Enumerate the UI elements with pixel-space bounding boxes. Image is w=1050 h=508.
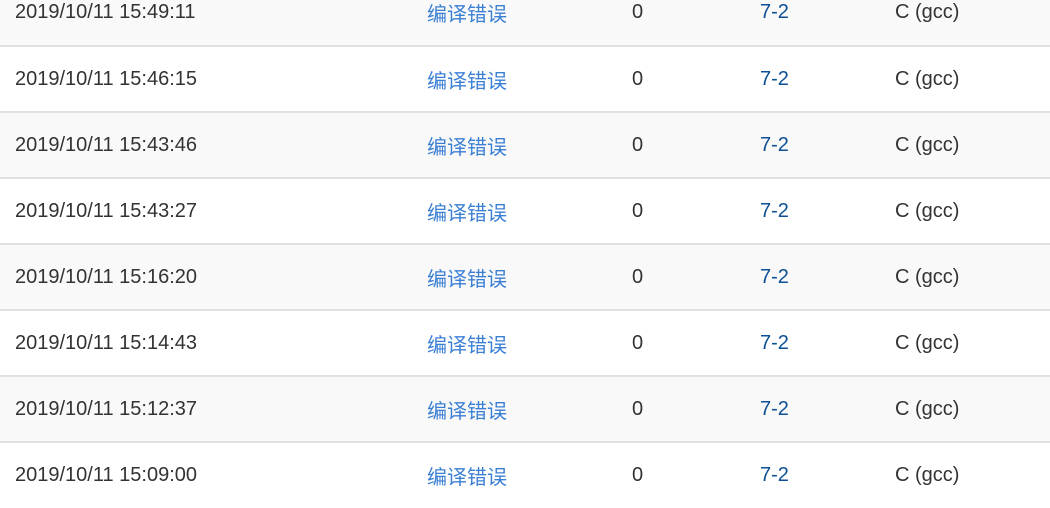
score: 0 [617,45,745,112]
status-link[interactable]: 编译错误 [427,467,507,489]
submit-time: 2019/10/11 15:09:00 [0,441,412,508]
compiler: C (gcc) [880,375,1050,442]
status-link[interactable]: 编译错误 [427,4,507,26]
score: 0 [617,243,745,310]
table-row: 2019/10/11 15:09:00 编译错误 0 7-2 C (gcc) [0,441,1050,508]
submit-time: 2019/10/11 15:46:15 [0,45,412,112]
compiler: C (gcc) [880,111,1050,178]
status-link[interactable]: 编译错误 [427,202,507,225]
table-row: 2019/10/11 15:14:43 编译错误 0 7-2 C (gcc) [0,309,1050,376]
compiler: C (gcc) [880,177,1050,244]
table-row: 2019/10/11 15:43:46 编译错误 0 7-2 C (gcc) [0,111,1050,178]
compiler: C (gcc) [880,243,1050,310]
status-link[interactable]: 编译错误 [427,136,507,159]
status-link[interactable]: 编译错误 [427,400,507,423]
problem-link[interactable]: 7-2 [760,331,789,354]
submit-time: 2019/10/11 15:12:37 [0,375,412,442]
score: 0 [617,375,745,442]
problem-link[interactable]: 7-2 [760,464,789,486]
table-row: 2019/10/11 15:43:27 编译错误 0 7-2 C (gcc) [0,177,1050,244]
submit-time: 2019/10/11 15:14:43 [0,309,412,376]
compiler: C (gcc) [880,441,1050,508]
compiler: C (gcc) [895,1,960,23]
submit-time: 2019/10/11 15:49:11 [15,1,196,23]
problem-link[interactable]: 7-2 [760,133,789,156]
score: 0 [617,309,745,376]
table-row: 2019/10/11 15:12:37 编译错误 0 7-2 C (gcc) [0,375,1050,442]
table-row: 2019/10/11 15:16:20 编译错误 0 7-2 C (gcc) [0,243,1050,310]
status-link[interactable]: 编译错误 [427,70,507,93]
submit-time: 2019/10/11 15:16:20 [0,243,412,310]
score: 0 [617,441,745,508]
submit-time: 2019/10/11 15:43:46 [0,111,412,178]
compiler: C (gcc) [880,45,1050,112]
status-link[interactable]: 编译错误 [427,268,507,291]
score: 0 [632,1,644,23]
table-row: 2019/10/11 15:49:11 编译错误 0 7-2 C (gcc) [0,0,1050,46]
problem-link[interactable]: 7-2 [760,1,789,23]
compiler: C (gcc) [880,309,1050,376]
table-row: 2019/10/11 15:46:15 编译错误 0 7-2 C (gcc) [0,45,1050,112]
problem-link[interactable]: 7-2 [760,67,789,90]
submit-time: 2019/10/11 15:43:27 [0,177,412,244]
problem-link[interactable]: 7-2 [760,397,789,420]
score: 0 [617,111,745,178]
score: 0 [617,177,745,244]
problem-link[interactable]: 7-2 [760,265,789,288]
problem-link[interactable]: 7-2 [760,199,789,222]
status-link[interactable]: 编译错误 [427,334,507,357]
